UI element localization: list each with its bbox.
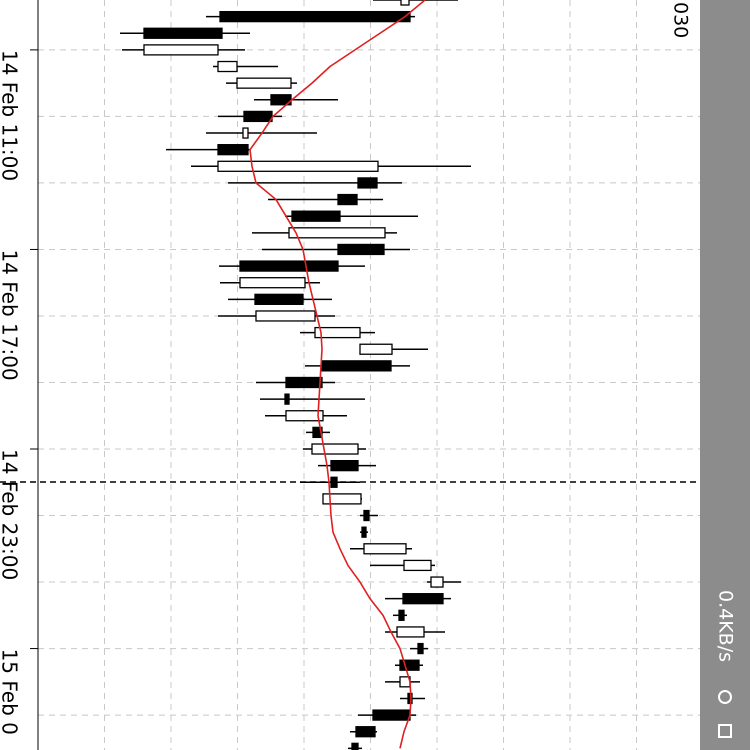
candle-body xyxy=(143,44,219,56)
candle-body xyxy=(337,193,358,206)
candle-body xyxy=(314,326,361,339)
moving-average xyxy=(249,0,426,749)
candle-body xyxy=(399,659,420,671)
candle-body xyxy=(255,310,316,322)
candle-body xyxy=(337,243,385,256)
candle-body xyxy=(239,277,306,289)
candle-body xyxy=(398,609,405,621)
candle-body xyxy=(355,726,376,738)
candle-body xyxy=(361,526,367,538)
candle-body xyxy=(400,0,410,6)
candle-body xyxy=(417,642,424,655)
candle-body xyxy=(330,476,338,488)
candle-body xyxy=(321,360,392,372)
candle-body xyxy=(402,593,444,605)
candle-body xyxy=(396,626,425,638)
candle-body xyxy=(430,576,444,588)
candle-body xyxy=(372,709,411,721)
candle-body xyxy=(311,443,359,455)
candle-body xyxy=(291,210,341,222)
candle-body xyxy=(288,227,386,239)
candle-body xyxy=(351,742,359,750)
status-bar xyxy=(700,0,750,750)
candle-body xyxy=(217,144,249,156)
candle-body xyxy=(239,260,339,272)
candle-body xyxy=(243,110,273,123)
candle-body xyxy=(363,543,407,555)
candle-body xyxy=(359,343,393,355)
candle-body xyxy=(312,426,323,439)
candle-body xyxy=(357,177,378,189)
candle-body xyxy=(285,410,324,422)
candle-body xyxy=(242,127,249,139)
price-label: 030 xyxy=(670,2,692,38)
candle-body xyxy=(254,293,304,305)
candle-body xyxy=(217,60,238,73)
candle-body xyxy=(143,27,223,39)
candle-body xyxy=(330,459,359,472)
time-tick-label: 15 Feb 0 xyxy=(0,649,22,735)
candle-body xyxy=(363,509,370,522)
time-tick-label: 14 Feb 23:00 xyxy=(0,449,22,580)
candle-body xyxy=(236,77,292,89)
candle-body xyxy=(403,559,432,572)
candle-body xyxy=(285,376,323,389)
time-tick-label: 14 Feb 11:00 xyxy=(0,50,22,181)
network-speed: 0.4KB/s xyxy=(715,590,737,662)
time-tick-label: 14 Feb 17:00 xyxy=(0,249,22,380)
status-icon xyxy=(718,724,732,738)
candle-body xyxy=(322,493,362,505)
candle-body xyxy=(219,10,411,23)
candle-body xyxy=(284,393,290,405)
candle-body xyxy=(217,160,379,172)
status-icon xyxy=(718,690,732,704)
